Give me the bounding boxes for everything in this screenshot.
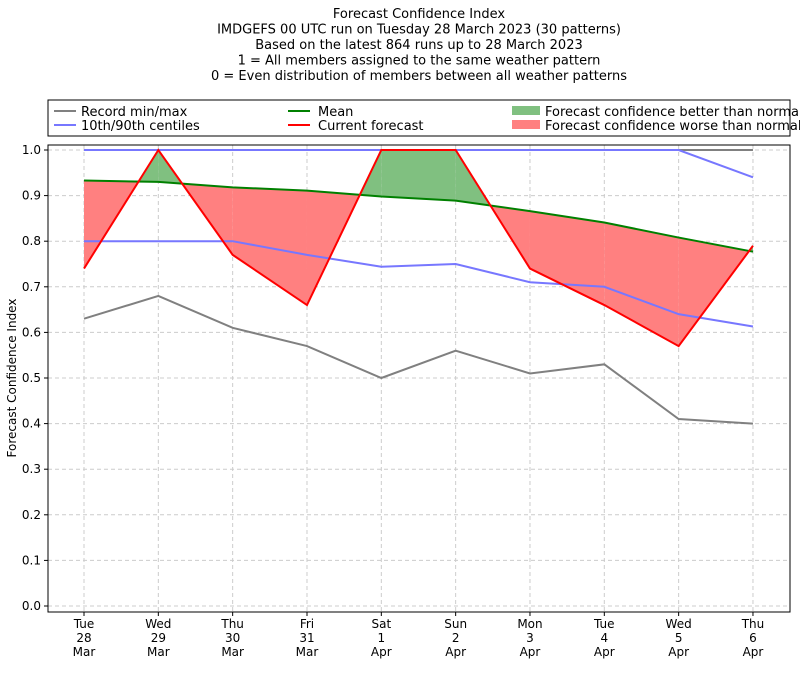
x-tick-label: Apr: [594, 645, 615, 659]
fill-worse-than-normal: [604, 222, 679, 347]
title-line: 1 = All members assigned to the same wea…: [238, 54, 601, 69]
legend-label-centiles: 10th/90th centiles: [81, 119, 200, 134]
y-tick-label: 0.4: [22, 417, 41, 431]
x-tick-label: Sat: [371, 617, 391, 631]
legend-label-better: Forecast confidence better than normal: [545, 105, 800, 120]
legend-label-mean: Mean: [318, 105, 353, 120]
x-tick-label: Mon: [517, 617, 542, 631]
legend-label-record: Record min/max: [81, 105, 188, 120]
y-axis-label: Forecast Confidence Index: [5, 299, 19, 458]
x-tick-label: 1: [377, 631, 385, 645]
x-tick-label: Wed: [666, 617, 692, 631]
series-lines: [83, 148, 754, 425]
x-tick-label: Sun: [444, 617, 467, 631]
fill-worse-than-normal: [678, 237, 750, 347]
x-tick-label: 5: [675, 631, 683, 645]
legend: Record min/max 10th/90th centiles Mean C…: [47, 99, 800, 137]
x-tick-label: Mar: [221, 645, 244, 659]
x-tick-label: Apr: [668, 645, 689, 659]
x-tick-label: Mar: [73, 645, 96, 659]
legend-swatch-better: [512, 106, 540, 115]
legend-swatch-worse: [512, 120, 540, 129]
legend-label-current: Current forecast: [318, 119, 424, 134]
current-forecast-line: [83, 148, 754, 348]
y-tick-label: 0.2: [22, 508, 41, 522]
x-tick-label: Apr: [371, 645, 392, 659]
y-tick-label: 1.0: [22, 143, 41, 157]
x-tick-label: 4: [600, 631, 608, 645]
x-tick-label: Thu: [220, 617, 244, 631]
title-line: IMDGEFS 00 UTC run on Tuesday 28 March 2…: [217, 23, 621, 38]
x-tick-label: Apr: [743, 645, 764, 659]
fill-worse-than-normal: [529, 211, 605, 306]
x-tick-label: 28: [76, 631, 91, 645]
y-tick-label: 0.8: [22, 234, 41, 248]
x-tick-label: Tue: [593, 617, 615, 631]
x-tick-label: Apr: [520, 645, 541, 659]
legend-label-worse: Forecast confidence worse than normal: [545, 119, 800, 134]
y-axis: 0.0 0.1 0.2 0.3 0.4 0.5 0.6 0.7 0.8 0.9 1.0: [22, 143, 48, 613]
x-tick-label: Tue: [73, 617, 95, 631]
mean-line: [83, 179, 754, 253]
x-tick-label: 30: [225, 631, 240, 645]
record-min-line: [83, 294, 754, 425]
x-tick-label: 2: [452, 631, 460, 645]
grid: [48, 145, 790, 612]
x-tick-label: 31: [299, 631, 314, 645]
fill-better-than-normal: [381, 150, 456, 201]
title-line: Based on the latest 864 runs up to 28 Ma…: [255, 38, 583, 53]
x-tick-label: 3: [526, 631, 534, 645]
x-tick-label: 29: [151, 631, 166, 645]
title-line: Forecast Confidence Index: [333, 7, 505, 22]
y-tick-label: 0.7: [22, 280, 41, 294]
x-tick-label: Mar: [147, 645, 170, 659]
y-tick-label: 0.1: [22, 553, 41, 567]
title-line: 0 = Even distribution of members between…: [211, 69, 627, 84]
fill-worse-than-normal: [232, 187, 307, 306]
x-axis: Tue28MarWed29MarThu30MarFri31MarSat1AprS…: [73, 612, 765, 659]
y-tick-label: 0.6: [22, 325, 41, 339]
x-tick-label: Apr: [445, 645, 466, 659]
y-tick-label: 0.3: [22, 462, 41, 476]
confidence-fills: [84, 150, 753, 347]
y-tick-label: 0.0: [22, 599, 41, 613]
x-tick-label: 6: [749, 631, 757, 645]
x-tick-label: Fri: [300, 617, 314, 631]
x-tick-label: Mar: [296, 645, 319, 659]
x-tick-label: Thu: [741, 617, 765, 631]
centile-10-line: [84, 240, 754, 328]
x-tick-label: Wed: [145, 617, 171, 631]
y-tick-label: 0.9: [22, 189, 41, 203]
y-tick-label: 0.5: [22, 371, 41, 385]
